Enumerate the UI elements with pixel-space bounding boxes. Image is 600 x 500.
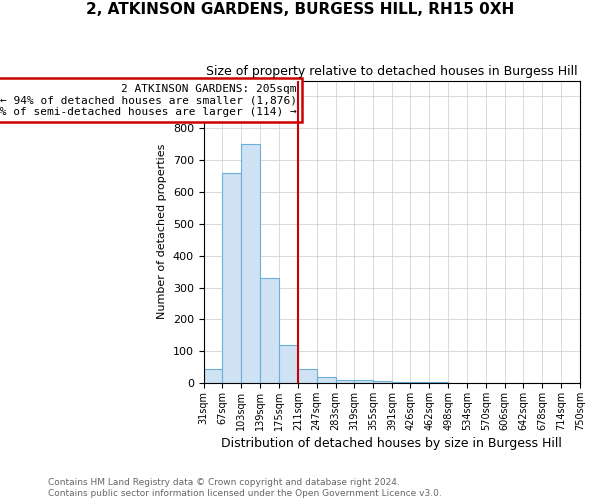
Bar xyxy=(373,382,392,383)
Bar xyxy=(298,368,317,383)
Title: Size of property relative to detached houses in Burgess Hill: Size of property relative to detached ho… xyxy=(206,65,578,78)
X-axis label: Distribution of detached houses by size in Burgess Hill: Distribution of detached houses by size … xyxy=(221,437,562,450)
Bar xyxy=(335,380,355,383)
Bar xyxy=(317,376,335,383)
Bar xyxy=(392,382,411,383)
Text: 2, ATKINSON GARDENS, BURGESS HILL, RH15 0XH: 2, ATKINSON GARDENS, BURGESS HILL, RH15 … xyxy=(86,2,514,18)
Bar xyxy=(429,382,448,383)
Text: Contains HM Land Registry data © Crown copyright and database right 2024.
Contai: Contains HM Land Registry data © Crown c… xyxy=(48,478,442,498)
Bar xyxy=(203,368,223,383)
Text: 2 ATKINSON GARDENS: 205sqm
← 94% of detached houses are smaller (1,876)
6% of se: 2 ATKINSON GARDENS: 205sqm ← 94% of deta… xyxy=(0,84,297,117)
Bar xyxy=(279,345,298,383)
Y-axis label: Number of detached properties: Number of detached properties xyxy=(157,144,167,320)
Bar xyxy=(410,382,429,383)
Bar xyxy=(355,380,373,383)
Bar xyxy=(241,144,260,383)
Bar xyxy=(260,278,279,383)
Bar xyxy=(223,173,241,383)
